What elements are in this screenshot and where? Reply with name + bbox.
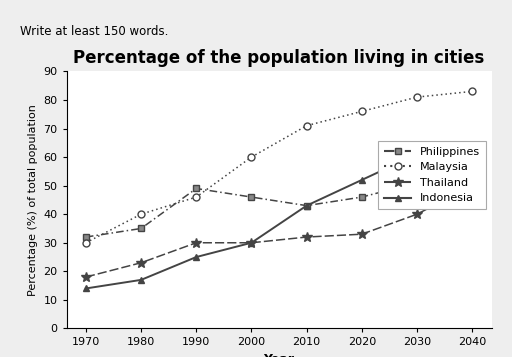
Title: Percentage of the population living in cities: Percentage of the population living in c… (73, 49, 485, 67)
X-axis label: Year: Year (264, 353, 294, 357)
Text: Write at least 150 words.: Write at least 150 words. (20, 25, 169, 38)
Y-axis label: Percentage (%) of total population: Percentage (%) of total population (28, 104, 38, 296)
Legend: Philippines, Malaysia, Thailand, Indonesia: Philippines, Malaysia, Thailand, Indones… (378, 141, 486, 209)
